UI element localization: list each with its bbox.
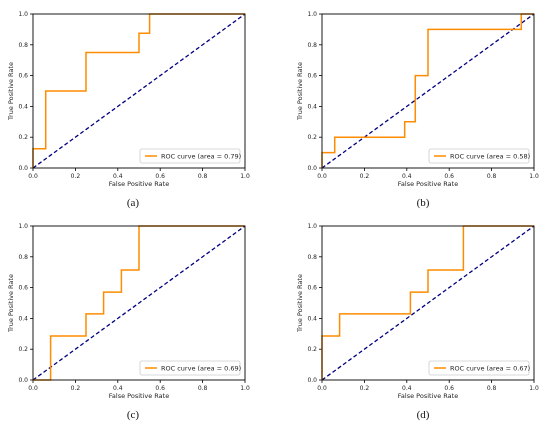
panel-label: (d) xyxy=(417,409,430,421)
panel-label: (c) xyxy=(127,409,140,421)
chance-diagonal-line xyxy=(321,13,535,169)
x-tick-label: 1.0 xyxy=(240,173,250,180)
legend-box xyxy=(428,148,530,164)
plot-frame xyxy=(32,225,246,381)
y-axis-label: True Positive Rate xyxy=(7,274,15,333)
roc-curve-line xyxy=(32,13,245,168)
roc-curve-line xyxy=(33,225,245,381)
roc-curve-line xyxy=(321,13,534,168)
y-tick-label: 0.4 xyxy=(307,315,317,322)
legend-label: ROC curve (area = 0.69) xyxy=(161,364,241,372)
x-tick-label: 0.2 xyxy=(360,173,370,180)
x-tick-label: 1.0 xyxy=(529,173,539,180)
plot-frame xyxy=(32,13,246,169)
x-tick-label: 0.4 xyxy=(402,173,412,180)
legend-label: ROC curve (area = 0.79) xyxy=(161,152,241,160)
x-axis-label: False Positive Rate xyxy=(398,392,458,400)
y-tick-label: 0.2 xyxy=(18,134,28,141)
x-tick-label: 0.0 xyxy=(317,173,327,180)
legend-label: ROC curve (area = 0.58) xyxy=(450,152,530,160)
x-axis-label: False Positive Rate xyxy=(109,180,169,188)
y-tick-label: 1.0 xyxy=(307,223,317,230)
y-tick-label: 0.0 xyxy=(18,165,28,172)
y-tick-label: 1.0 xyxy=(18,223,28,230)
chance-diagonal-line xyxy=(32,225,246,381)
y-tick-label: 0.8 xyxy=(307,254,317,261)
x-tick-label: 0.0 xyxy=(28,385,38,392)
y-tick-label: 0.2 xyxy=(307,346,317,353)
x-axis-label: False Positive Rate xyxy=(109,392,169,400)
panel-label: (a) xyxy=(127,197,140,209)
roc-panel-2: 0.00.0 0.2 0.2 0.4 0.4 0.6 0.6 0.8 0.8 1.0 1.0 Fals… xyxy=(296,11,539,209)
x-tick-label: 0.2 xyxy=(71,173,81,180)
x-tick-label: 0.8 xyxy=(487,385,497,392)
y-tick-label: 0.8 xyxy=(18,254,28,261)
x-tick-label: 0.6 xyxy=(155,385,165,392)
x-tick-label: 0.4 xyxy=(113,173,123,180)
y-axis-label: True Positive Rate xyxy=(296,62,304,121)
y-tick-label: 0.2 xyxy=(18,346,28,353)
y-tick-label: 0.8 xyxy=(307,42,317,49)
y-tick-label: 0.0 xyxy=(307,165,317,172)
panel-label: (b) xyxy=(417,197,430,209)
x-tick-label: 0.0 xyxy=(28,173,38,180)
legend-label: ROC curve (area = 0.67) xyxy=(450,364,530,372)
x-tick-label: 0.8 xyxy=(487,173,497,180)
y-tick-label: 0.6 xyxy=(18,73,28,80)
roc-panel-3: 0.00.0 0.2 0.2 0.4 0.4 0.6 0.6 0.8 0.8 1.0 1.0 Fals… xyxy=(7,223,250,421)
y-tick-label: 1.0 xyxy=(307,11,317,18)
x-tick-label: 0.2 xyxy=(360,385,370,392)
x-tick-label: 0.0 xyxy=(317,385,327,392)
legend-box xyxy=(139,148,241,164)
y-tick-label: 0.4 xyxy=(18,103,28,110)
x-tick-label: 0.8 xyxy=(198,173,208,180)
y-tick-label: 1.0 xyxy=(18,11,28,18)
y-tick-label: 0.2 xyxy=(307,134,317,141)
x-tick-label: 1.0 xyxy=(529,385,539,392)
x-tick-label: 0.6 xyxy=(155,173,165,180)
x-tick-label: 0.2 xyxy=(71,385,81,392)
y-tick-label: 0.6 xyxy=(18,285,28,292)
plot-frame xyxy=(321,13,535,169)
y-tick-label: 0.4 xyxy=(307,103,317,110)
y-tick-label: 0.4 xyxy=(18,315,28,322)
y-axis-label: True Positive Rate xyxy=(296,274,304,333)
y-axis-label: True Positive Rate xyxy=(7,62,15,121)
legend-box xyxy=(428,360,530,376)
y-tick-label: 0.6 xyxy=(307,285,317,292)
y-tick-label: 0.0 xyxy=(307,377,317,384)
x-tick-label: 0.4 xyxy=(402,385,412,392)
roc-curve-line xyxy=(321,225,534,380)
x-axis-label: False Positive Rate xyxy=(398,180,458,188)
x-tick-label: 1.0 xyxy=(240,385,250,392)
y-tick-label: 0.8 xyxy=(18,42,28,49)
x-tick-label: 0.6 xyxy=(444,173,454,180)
roc-panel-1: 0.00.0 0.2 0.2 0.4 0.4 0.6 0.6 0.8 0.8 1.0 1.0 Fals… xyxy=(7,11,250,209)
chance-diagonal-line xyxy=(32,13,246,169)
y-tick-label: 0.0 xyxy=(18,377,28,384)
legend-box xyxy=(139,360,241,376)
y-tick-label: 0.6 xyxy=(307,73,317,80)
x-tick-label: 0.8 xyxy=(198,385,208,392)
x-tick-label: 0.6 xyxy=(444,385,454,392)
roc-panel-4: 0.00.0 0.2 0.2 0.4 0.4 0.6 0.6 0.8 0.8 1.0 1.0 Fals… xyxy=(296,223,539,421)
chance-diagonal-line xyxy=(321,225,535,381)
plot-frame xyxy=(321,225,535,381)
x-tick-label: 0.4 xyxy=(113,385,123,392)
